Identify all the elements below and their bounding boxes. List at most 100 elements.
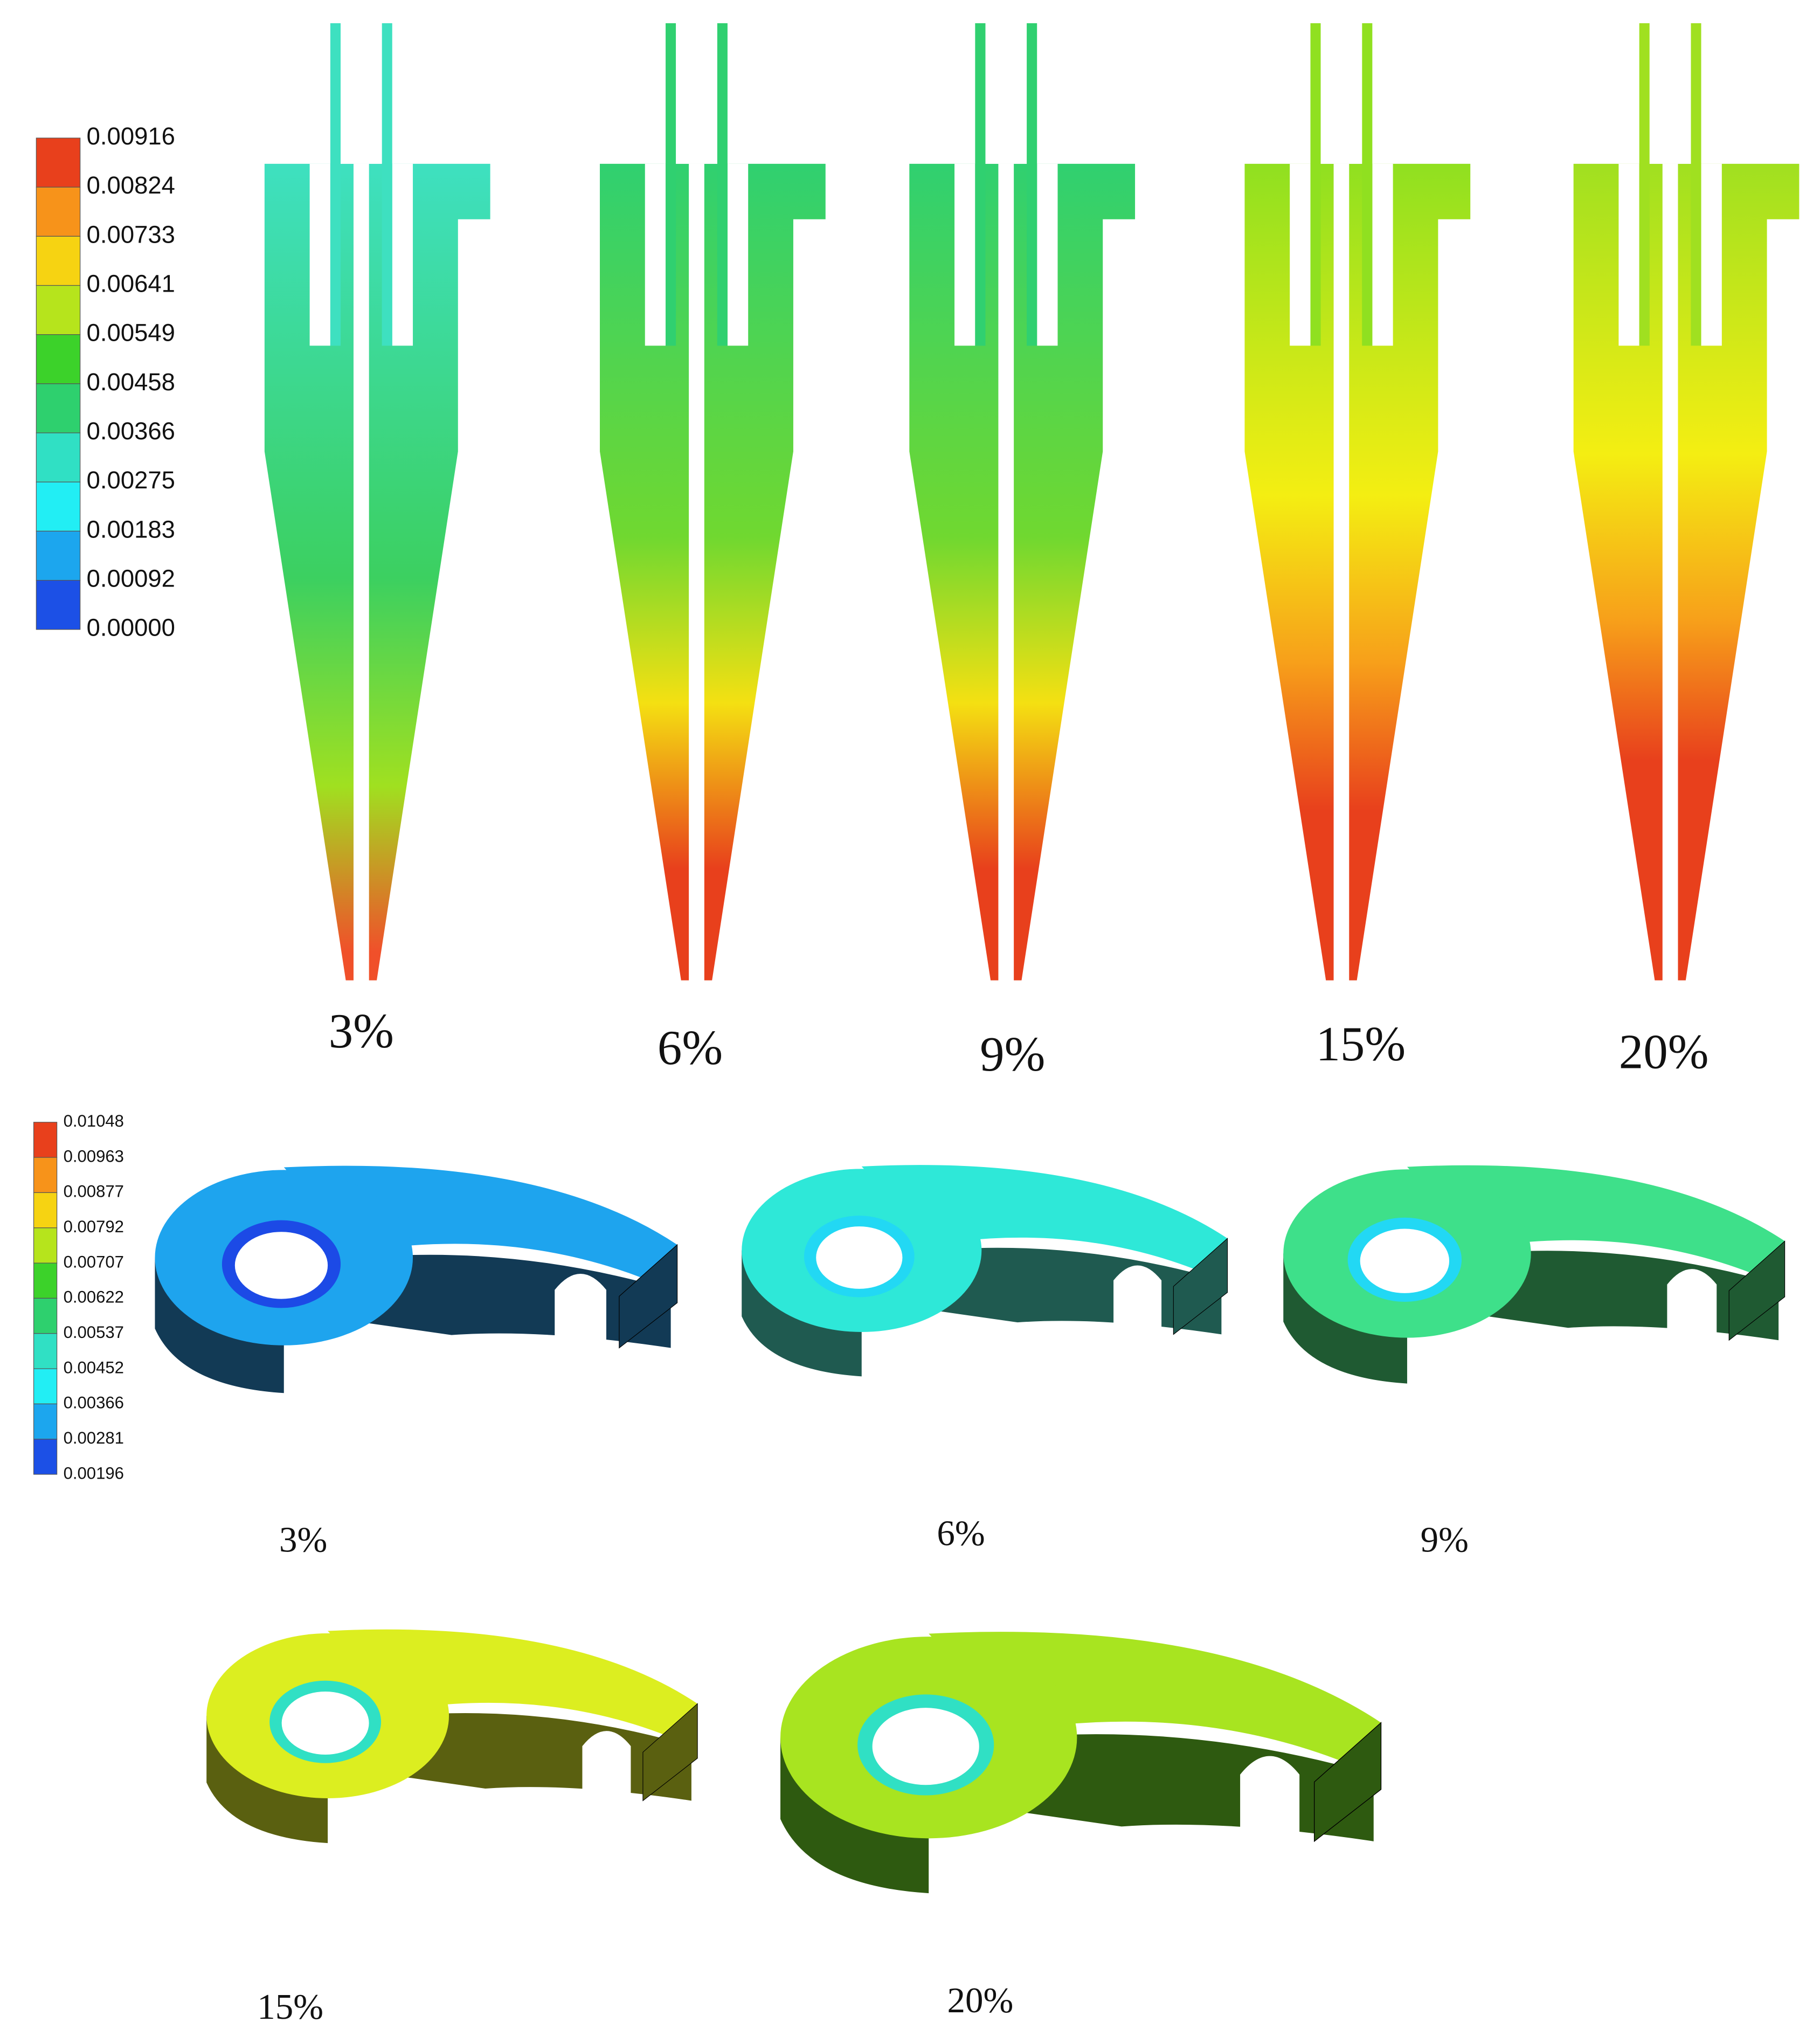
overflow-wall: [1362, 23, 1373, 346]
vortex-finder-gap: [392, 163, 413, 346]
overflow-wall: [330, 23, 341, 346]
vortex-finder-gap: [727, 163, 749, 346]
outlet-hole: [281, 1692, 369, 1755]
legend-label: 0.00707: [64, 1252, 124, 1271]
inlet-face: [1173, 1238, 1228, 1335]
overflow-wall: [1691, 23, 1701, 346]
panel-label: 6%: [658, 1020, 723, 1075]
legend-label: 0.00275: [87, 466, 175, 494]
air-core: [998, 163, 1014, 990]
volute-channel-top: [929, 1632, 1381, 1775]
color-band: [33, 1262, 58, 1299]
legend-label: 0.00641: [87, 270, 175, 298]
overflow-wall: [717, 23, 728, 346]
panel-label: 15%: [257, 1987, 323, 2027]
legend-label: 0.00458: [87, 368, 175, 396]
cyclone-body: [1244, 163, 1471, 981]
overflow-core: [341, 23, 382, 164]
panel-label: 20%: [947, 1980, 1014, 2020]
volute: [206, 1629, 698, 1844]
overflow-core: [676, 23, 717, 164]
color-band: [33, 1298, 58, 1334]
vortex-finder-gap: [1290, 163, 1311, 346]
outlet-hole: [872, 1708, 979, 1785]
outlet-hole: [234, 1232, 328, 1299]
legend-label: 0.00000: [87, 614, 175, 641]
inlet-face: [1728, 1240, 1786, 1341]
legend-label: 0.00183: [87, 515, 175, 543]
legend-label: 0.00622: [64, 1288, 124, 1307]
overflow-core: [1649, 23, 1691, 164]
outlet-cut: [1113, 1265, 1162, 1352]
air-core: [353, 163, 369, 990]
color-band: [36, 285, 81, 335]
inlet-face: [642, 1703, 698, 1802]
overflow-wall: [975, 23, 986, 346]
air-core: [689, 163, 704, 990]
panel-label: 9%: [980, 1027, 1045, 1081]
overflow-core: [985, 23, 1027, 164]
outlet-cut: [555, 1273, 606, 1368]
color-band: [36, 481, 81, 532]
inlet-face: [1313, 1722, 1382, 1842]
inlet-face: [619, 1244, 678, 1349]
color-band: [33, 1403, 58, 1440]
legend-label: 0.00733: [87, 220, 175, 248]
air-core: [1662, 163, 1678, 990]
volute: [155, 1165, 678, 1393]
outlet-cut: [582, 1731, 631, 1819]
legend-label: 0.00916: [87, 122, 175, 150]
volute-channel-top: [283, 1165, 677, 1290]
color-band: [33, 1439, 58, 1475]
legend-label: 0.00092: [87, 565, 175, 592]
vortex-finder-gap: [1037, 163, 1058, 346]
color-band: [36, 432, 81, 482]
color-band: [33, 1227, 58, 1264]
color-band: [33, 1333, 58, 1369]
outlet-cut: [1240, 1756, 1300, 1864]
cyclone-body: [909, 163, 1136, 981]
volute-channel-top: [861, 1165, 1228, 1281]
overflow-wall: [666, 23, 676, 346]
panel-label: 20%: [1619, 1024, 1709, 1079]
panel-label: 3%: [329, 1004, 394, 1058]
legend-label: 0.01048: [64, 1112, 124, 1130]
color-band: [33, 1157, 58, 1193]
volute: [742, 1165, 1228, 1377]
color-band: [36, 334, 81, 384]
air-core: [1333, 163, 1350, 990]
volute: [780, 1632, 1382, 1894]
color-band: [36, 187, 81, 237]
outlet-cut: [1667, 1269, 1717, 1359]
color-band: [36, 236, 81, 286]
legend-label: 0.00366: [64, 1393, 124, 1412]
legend-label: 0.00963: [64, 1147, 124, 1165]
panel-label: 15%: [1316, 1017, 1406, 1071]
vortex-finder-gap: [309, 163, 330, 346]
color-band: [36, 579, 81, 630]
vortex-finder-gap: [954, 163, 975, 346]
legend-label: 0.00824: [87, 171, 175, 199]
overflow-wall: [382, 23, 392, 346]
vortex-finder-gap: [645, 163, 666, 346]
overflow-wall: [1310, 23, 1321, 346]
vortex-finder-gap: [1701, 163, 1722, 346]
outlet-hole: [1360, 1229, 1450, 1293]
volute: [1283, 1165, 1786, 1384]
color-band: [36, 383, 81, 433]
cyclone-body: [1573, 163, 1800, 981]
legend-label: 0.00792: [64, 1217, 124, 1236]
panel-label: 9%: [1421, 1520, 1469, 1560]
volute-channel-top: [1407, 1165, 1785, 1285]
legend-label: 0.00281: [64, 1428, 124, 1447]
overflow-core: [1320, 23, 1362, 164]
vortex-finder-gap: [1618, 163, 1639, 346]
color-band: [33, 1122, 58, 1158]
outlet-hole: [816, 1226, 903, 1289]
overflow-wall: [1639, 23, 1650, 346]
legend-label: 0.00537: [64, 1323, 124, 1342]
color-band: [36, 137, 81, 188]
